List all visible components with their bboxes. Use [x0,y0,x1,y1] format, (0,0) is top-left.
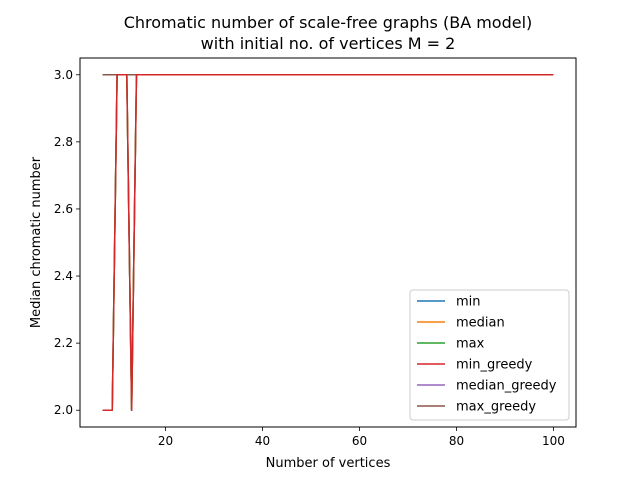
legend-label-max-greedy: max_greedy [456,400,536,415]
legend-label-max: max [456,337,485,352]
plot-frame [79,57,577,428]
y-axis-ticks: 2.0 2.2 2.4 2.6 2.8 3.0 [54,68,80,417]
legend-label-median: median [456,316,505,331]
legend: min median max min_greedy median_greedy max_g… [409,289,570,421]
y-tick-label: 3.0 [54,68,73,82]
legend-label-min: min [456,295,481,310]
x-axis-label: Number of vertices [266,456,391,471]
y-tick-label: 2.0 [54,403,73,417]
legend-box [409,289,570,421]
x-tick-label: 60 [352,434,367,448]
legend-label-median-greedy: median_greedy [456,379,557,394]
y-axis-label: Median chromatic number [29,156,44,328]
plot-lines [102,74,554,411]
y-tick-label: 2.4 [54,269,73,283]
legend-label-min-greedy: min_greedy [456,358,533,373]
x-tick-label: 40 [255,434,270,448]
x-tick-label: 100 [542,434,565,448]
chart-title-line2: with initial no. of vertices M = 2 [201,34,456,53]
y-tick-label: 2.8 [54,135,73,149]
y-tick-label: 2.2 [54,336,73,350]
series-line-min-greedy [102,74,554,411]
x-tick-label: 80 [449,434,464,448]
y-tick-label: 2.6 [54,202,73,216]
x-tick-label: 20 [158,434,173,448]
chart-title-line1: Chromatic number of scale-free graphs (B… [124,13,533,32]
x-axis-ticks: 20 40 60 80 100 [158,427,565,448]
